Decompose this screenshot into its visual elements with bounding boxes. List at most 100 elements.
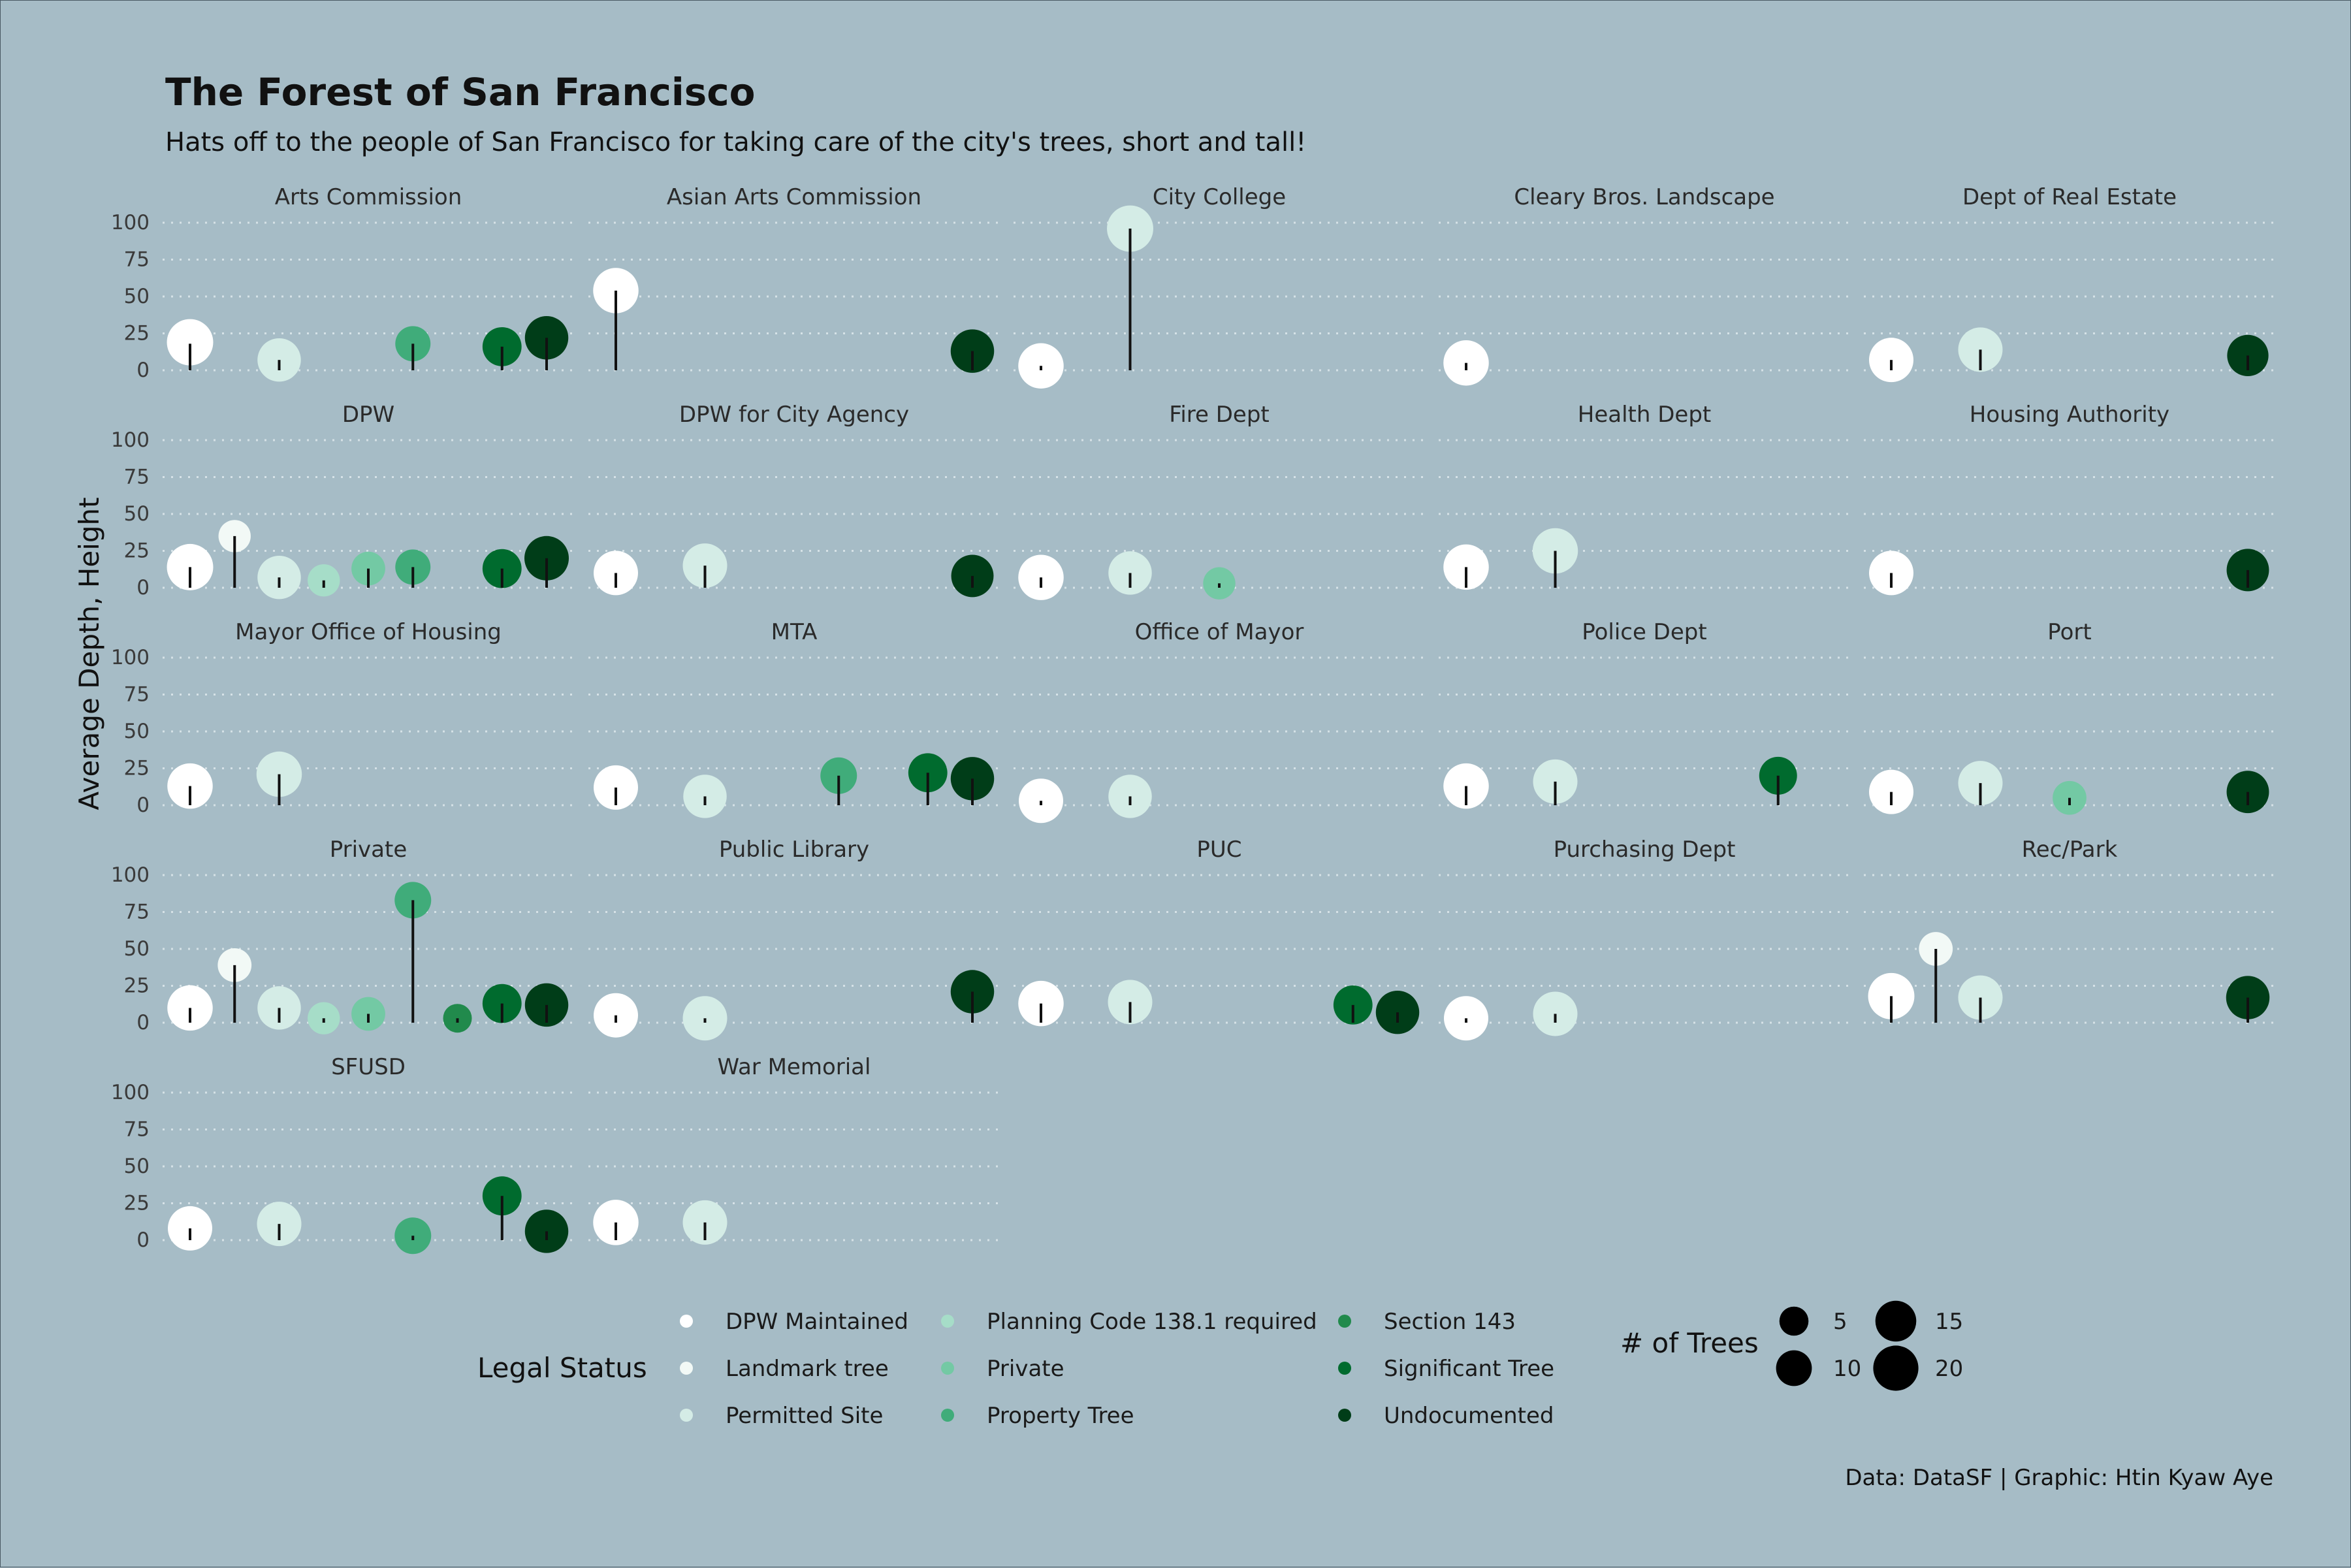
y-tick-label: 25 <box>124 757 150 780</box>
panel-title: Dept of Real Estate <box>1962 184 2177 210</box>
legend-item-dpw-maintained: DPW Maintained <box>680 1309 908 1335</box>
y-tick-label: 50 <box>124 937 150 961</box>
legend-item-section-143: Section 143 <box>1338 1309 1516 1335</box>
legend-size-title: # of Trees <box>1620 1327 1759 1359</box>
point-planning-code-138-1-required: DPW — Planning Code 138.1 required <box>308 564 340 597</box>
legend-swatch <box>680 1362 693 1375</box>
panel-title: City College <box>1153 184 1286 210</box>
legend-color-title: Legal Status <box>477 1352 647 1384</box>
y-tick-label: 25 <box>124 974 150 998</box>
panel-title: Public Library <box>719 837 869 863</box>
panel-title: PUC <box>1196 837 1241 863</box>
panel-title: Asian Arts Commission <box>667 184 921 210</box>
panel-title: DPW <box>342 402 394 428</box>
legend-swatch <box>941 1409 954 1422</box>
y-tick-label: 0 <box>136 359 150 382</box>
y-tick-label: 100 <box>111 211 150 234</box>
y-tick-label: 25 <box>124 1192 150 1215</box>
panel-police-dept: Police DeptPolice Dept — DPW MaintainedP… <box>1439 619 1850 809</box>
size-legend-label: 15 <box>1935 1309 1963 1335</box>
panel-purchasing-dept: Purchasing DeptPurchasing Dept — DPW Mai… <box>1439 837 1850 1041</box>
legend-label: Significant Tree <box>1384 1356 1554 1382</box>
y-tick-label: 75 <box>124 466 150 489</box>
size-legend-item: 15 <box>1875 1300 1963 1342</box>
size-legend-item: 10 <box>1776 1350 1861 1386</box>
panel-title: Office of Mayor <box>1135 619 1304 645</box>
chart-title: The Forest of San Francisco <box>165 70 756 114</box>
legend-label: Private <box>987 1356 1064 1382</box>
panel-mayor-office-of-housing: Mayor Office of Housing0255075100Mayor O… <box>111 619 574 817</box>
size-legend-circle <box>1776 1350 1812 1386</box>
legend-item-permitted-site: Permitted Site <box>680 1403 883 1429</box>
y-tick-label: 0 <box>136 576 150 600</box>
size-legend-circle <box>1875 1300 1917 1342</box>
y-tick-label: 75 <box>124 1118 150 1142</box>
panel-title: Arts Commission <box>275 184 462 210</box>
size-legend-item: 5 <box>1779 1306 1847 1336</box>
y-tick-label: 25 <box>124 322 150 345</box>
legend-swatch <box>941 1315 954 1328</box>
facet-panels: Arts Commission 0 25 50 75 100 Arts Commission… <box>111 184 2275 1255</box>
panel-title: Private <box>330 837 408 863</box>
y-tick-label: 50 <box>124 1155 150 1178</box>
legend: Legal Status # of Trees DPW Maintained La… <box>477 1300 1963 1429</box>
legend-label: Section 143 <box>1384 1309 1516 1335</box>
panel-housing-authority: Housing AuthorityHousing Authority — DPW… <box>1864 402 2275 596</box>
panel-war-memorial: War MemorialWar Memorial — DPW Maintaine… <box>588 1054 1000 1245</box>
legend-label: Planning Code 138.1 required <box>987 1309 1317 1335</box>
panel-puc: PUCPUC — DPW MaintainedPUC — Permitted S… <box>1014 837 1425 1034</box>
panel-mta: MTAMTA — DPW MaintainedMTA — Permitted S… <box>588 619 1000 818</box>
legend-item-property-tree: Property Tree <box>941 1403 1134 1429</box>
point-significant-tree: Private — Significant Tree <box>482 984 522 1023</box>
legend-swatch <box>941 1362 954 1375</box>
point-dpw-maintained: Cleary Bros. Landscape — DPW Maintained <box>1443 340 1489 386</box>
panel-title: Port <box>2047 619 2091 645</box>
size-legend-label: 20 <box>1935 1356 1963 1382</box>
y-axis-label: Average Depth, Height <box>73 497 105 810</box>
legend-label: DPW Maintained <box>726 1309 908 1335</box>
size-legend-label: 5 <box>1833 1309 1847 1335</box>
size-legend-circle <box>1873 1345 1919 1391</box>
point-dpw-maintained: Arts Commission — DPW Maintained <box>167 319 214 366</box>
panel-title: Fire Dept <box>1169 402 1270 428</box>
chart-subtitle: Hats off to the people of San Francisco … <box>165 127 1306 157</box>
panel-title: Health Dept <box>1578 402 1711 428</box>
panel-fire-dept: Fire DeptFire Dept — DPW MaintainedFire … <box>1014 402 1425 600</box>
y-tick-label: 50 <box>124 285 150 308</box>
panel-title: Cleary Bros. Landscape <box>1514 184 1774 210</box>
legend-label: Undocumented <box>1384 1403 1554 1429</box>
y-tick-label: 100 <box>111 646 150 669</box>
y-tick-label: 50 <box>124 720 150 743</box>
panel-title: DPW for City Agency <box>679 402 909 428</box>
legend-label: Property Tree <box>987 1403 1134 1429</box>
y-tick-label: 75 <box>124 901 150 924</box>
legend-item-significant-tree: Significant Tree <box>1338 1356 1554 1382</box>
y-tick-label: 100 <box>111 863 150 887</box>
legend-item-private: Private <box>941 1356 1064 1382</box>
panel-public-library: Public LibraryPublic Library — DPW Maint… <box>588 837 1000 1041</box>
size-legend-item: 20 <box>1873 1345 1963 1391</box>
legend-item-landmark-tree: Landmark tree <box>680 1356 889 1382</box>
panel-private: Private0255075100Private — DPW Maintaine… <box>111 837 574 1034</box>
y-tick-label: 100 <box>111 428 150 452</box>
legend-swatch <box>680 1409 693 1422</box>
y-tick-label: 0 <box>136 1228 150 1252</box>
y-tick-label: 75 <box>124 683 150 707</box>
panel-dpw-for-city-agency: DPW for City AgencyDPW for City Agency —… <box>588 402 1000 598</box>
legend-label: Permitted Site <box>726 1403 883 1429</box>
legend-item-undocumented: Undocumented <box>1338 1403 1554 1429</box>
panel-port: PortPort — DPW MaintainedPort — Permitte… <box>1864 619 2275 815</box>
point-permitted-site: Arts Commission — Permitted Site <box>257 338 301 382</box>
legend-swatch <box>1338 1315 1351 1328</box>
panel-arts-commission: Arts Commission 0 25 50 75 100 Arts Commission… <box>111 184 574 382</box>
panel-asian-arts-commission: Asian Arts CommissionAsian Arts Commissi… <box>588 184 1000 373</box>
point-dpw-maintained: Fire Dept — DPW Maintained <box>1018 554 1064 600</box>
legend-swatch <box>680 1315 693 1328</box>
panel-sfusd: SFUSD0255075100SFUSD — DPW MaintainedSFU… <box>111 1054 574 1255</box>
legend-swatch <box>1338 1362 1351 1375</box>
